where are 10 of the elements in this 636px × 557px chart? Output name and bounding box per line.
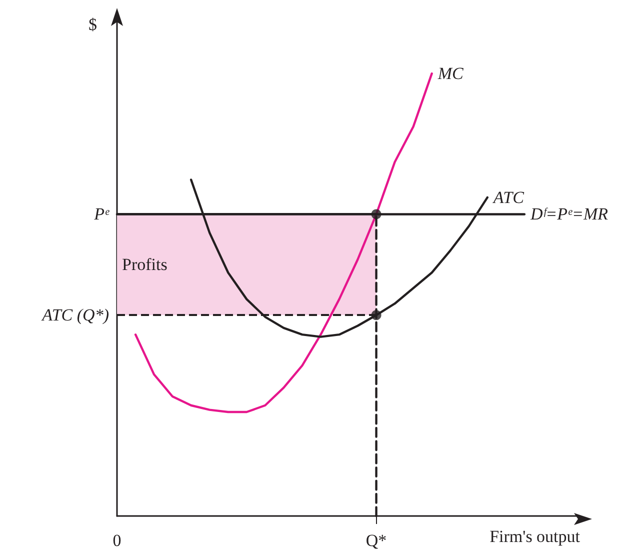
x-axis-title: Firm's output [490, 527, 580, 546]
series-label: ATC [492, 188, 525, 207]
x-tick-label: 0 [112, 531, 122, 550]
series-label: MC [436, 64, 464, 84]
x-tick-label: Q* [366, 531, 387, 550]
band-label: Profits [122, 255, 168, 274]
ref-line-label: ATC (Q*) [41, 306, 110, 325]
series-label: Dᶠ=Pᵉ=MR [529, 204, 609, 224]
y-axis-title: $ [88, 15, 97, 34]
ref-line-label: Pᵉ [93, 204, 110, 224]
